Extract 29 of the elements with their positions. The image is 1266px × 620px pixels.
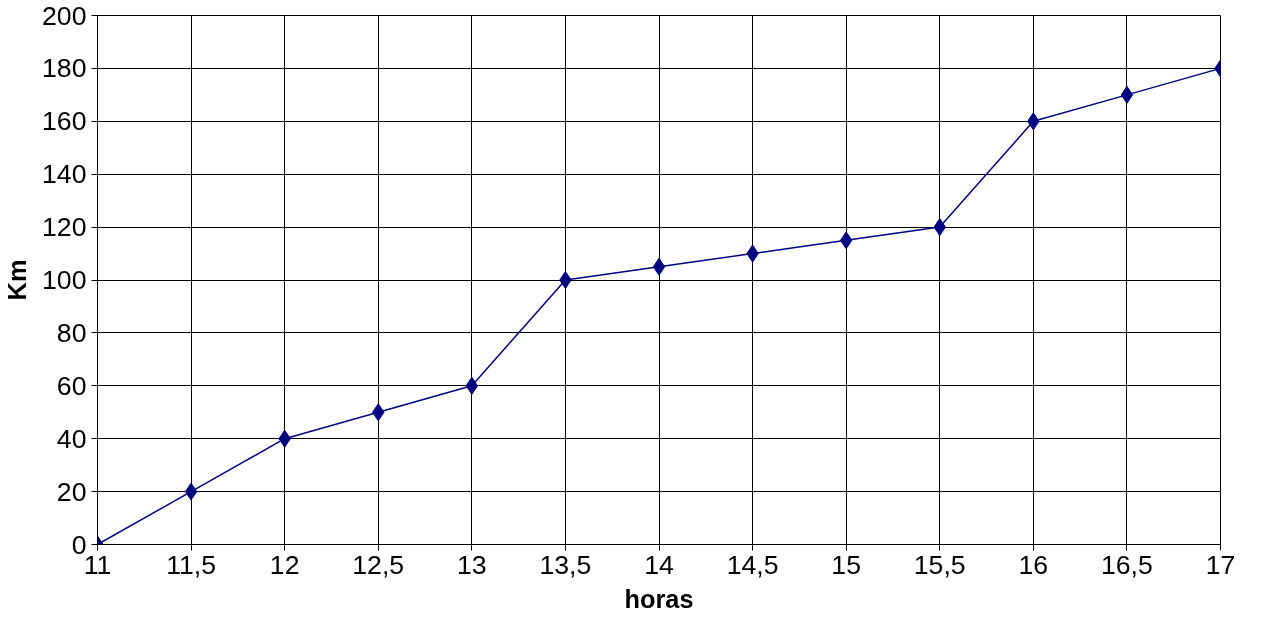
x-tick-label: 14,5 bbox=[726, 549, 779, 580]
point bbox=[184, 482, 198, 501]
y-tick-label: 0 bbox=[71, 529, 87, 560]
point bbox=[652, 257, 666, 276]
y-tick-label: 60 bbox=[56, 370, 87, 401]
x-tick-label: 15 bbox=[831, 549, 861, 580]
x-tick-label: 13,5 bbox=[539, 549, 592, 580]
x-axis-title: horas bbox=[624, 584, 694, 613]
x-tick-label: 16,5 bbox=[1100, 549, 1153, 580]
y-tick-label: 140 bbox=[42, 159, 87, 190]
y-tick-label: 20 bbox=[56, 476, 87, 507]
y-tick-label: 160 bbox=[42, 106, 87, 137]
x-tick-label: 12 bbox=[269, 549, 300, 580]
x-tick-label: 17 bbox=[1205, 549, 1236, 580]
point bbox=[559, 271, 572, 289]
y-tick-label: 200 bbox=[42, 0, 87, 31]
y-tick-label: 80 bbox=[56, 317, 87, 348]
y-tick-label: 180 bbox=[42, 53, 87, 84]
y-tick-label: 100 bbox=[42, 265, 87, 295]
point bbox=[1120, 85, 1134, 104]
x-tick-label: 14 bbox=[644, 549, 674, 580]
y-axis-title: Km bbox=[3, 259, 32, 301]
x-tick-label: 13 bbox=[457, 549, 487, 580]
x-tick-label: 16 bbox=[1018, 549, 1049, 580]
x-tick-label: 12,5 bbox=[352, 549, 405, 580]
y-tick-label: 120 bbox=[42, 212, 87, 243]
x-tick-label: 15,5 bbox=[913, 549, 966, 580]
y-tick-label: 40 bbox=[56, 423, 87, 454]
x-tick-label: 11,5 bbox=[166, 549, 217, 580]
